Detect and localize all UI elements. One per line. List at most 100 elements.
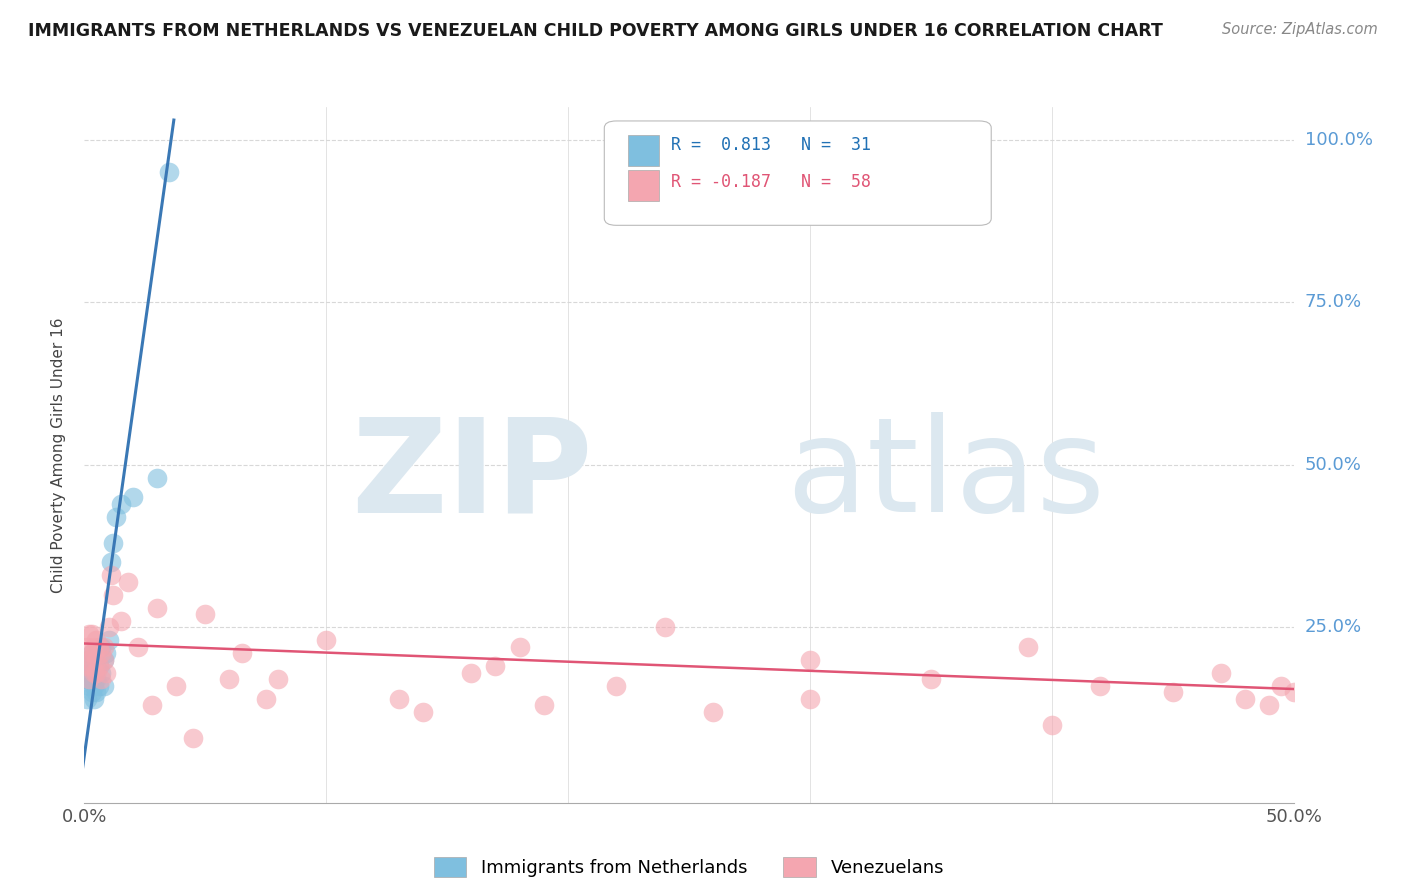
Point (93, 653, 115, 667)
Point (194, 607, 217, 622)
Point (97, 620, 120, 634)
Point (77, 653, 100, 667)
Point (87, 659, 110, 673)
Point (77, 665, 100, 680)
Point (83, 665, 105, 680)
Point (412, 705, 434, 719)
Point (605, 679, 627, 693)
Text: atlas: atlas (786, 412, 1105, 540)
Point (76, 659, 98, 673)
Point (533, 698, 555, 713)
Point (146, 471, 169, 485)
Point (1282, 685, 1305, 699)
Text: R =  0.813   N =  31: R = 0.813 N = 31 (671, 136, 870, 154)
Point (90, 646, 112, 660)
Point (1270, 679, 1292, 693)
Point (83, 646, 105, 660)
Point (80, 659, 103, 673)
Point (388, 691, 411, 706)
Point (77, 679, 100, 693)
Text: 50.0%: 50.0% (1305, 456, 1361, 474)
Point (1040, 718, 1063, 732)
Point (1209, 665, 1232, 680)
Point (1258, 698, 1281, 713)
Point (110, 614, 132, 628)
Point (87, 679, 110, 693)
Point (80, 646, 103, 660)
Legend: Immigrants from Netherlands, Venezuelans: Immigrants from Netherlands, Venezuelans (426, 850, 952, 884)
FancyBboxPatch shape (605, 121, 991, 226)
Point (231, 646, 253, 660)
Point (460, 665, 482, 680)
Point (86, 659, 108, 673)
Text: 100.0%: 100.0% (1305, 130, 1372, 149)
Point (80, 659, 103, 673)
Point (93, 640, 115, 654)
Point (1017, 640, 1039, 654)
Point (920, 672, 942, 686)
Point (77, 672, 100, 686)
Point (1088, 679, 1111, 693)
Text: 25.0%: 25.0% (1305, 618, 1362, 636)
Point (799, 653, 821, 667)
Point (76, 640, 98, 654)
Point (87, 640, 110, 654)
Y-axis label: Child Poverty Among Girls Under 16: Child Poverty Among Girls Under 16 (51, 318, 66, 592)
Point (86, 633, 108, 648)
FancyBboxPatch shape (628, 169, 659, 201)
Point (80, 685, 103, 699)
Point (1161, 685, 1184, 699)
Text: IMMIGRANTS FROM NETHERLANDS VS VENEZUELAN CHILD POVERTY AMONG GIRLS UNDER 16 COR: IMMIGRANTS FROM NETHERLANDS VS VENEZUELA… (28, 22, 1163, 40)
Point (702, 705, 724, 719)
Point (83, 691, 105, 706)
Point (157, 165, 180, 179)
Text: ZIP: ZIP (350, 412, 592, 540)
Point (77, 653, 100, 667)
Point (127, 640, 149, 654)
Point (80, 626, 103, 640)
Point (83, 679, 105, 693)
Point (83, 653, 105, 667)
Point (254, 691, 277, 706)
Point (1234, 691, 1257, 706)
Point (97, 633, 120, 648)
Point (165, 679, 187, 693)
Point (80, 672, 103, 686)
FancyBboxPatch shape (628, 135, 659, 166)
Point (87, 659, 110, 673)
Point (141, 698, 163, 713)
Point (90, 640, 112, 654)
Point (799, 691, 821, 706)
Point (103, 588, 125, 602)
Point (90, 665, 112, 680)
Point (90, 672, 112, 686)
Point (484, 659, 506, 673)
Point (94, 646, 117, 660)
Point (94, 665, 117, 680)
Point (110, 497, 132, 511)
Point (80, 646, 103, 660)
Point (181, 731, 204, 745)
Point (117, 574, 139, 589)
Point (86, 665, 108, 680)
Point (267, 672, 290, 686)
Point (93, 679, 115, 693)
Point (86, 672, 108, 686)
Point (509, 640, 531, 654)
Point (86, 685, 108, 699)
Point (86, 653, 108, 667)
Point (100, 568, 122, 582)
Point (76, 672, 98, 686)
Point (103, 535, 125, 549)
Point (77, 626, 100, 640)
Point (121, 490, 143, 504)
Point (100, 555, 122, 569)
Point (315, 633, 337, 648)
Point (218, 672, 240, 686)
Point (146, 600, 169, 615)
Text: R = -0.187   N =  58: R = -0.187 N = 58 (671, 173, 870, 191)
Point (76, 691, 98, 706)
Point (104, 509, 127, 524)
Point (83, 665, 105, 680)
Point (93, 653, 115, 667)
